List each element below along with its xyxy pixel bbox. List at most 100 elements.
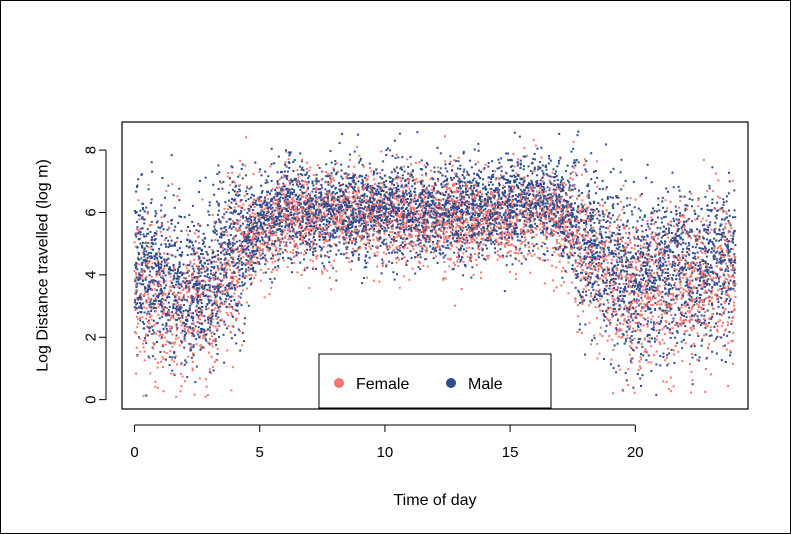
data-point-male: [401, 253, 404, 256]
data-point-female: [515, 247, 518, 250]
data-point-female: [394, 197, 397, 200]
data-point-male: [475, 203, 478, 206]
data-point-female: [421, 174, 424, 176]
data-point-male: [305, 208, 308, 211]
data-point-male: [462, 248, 465, 251]
data-point-male: [435, 220, 438, 223]
data-point-male: [626, 321, 629, 324]
data-point-male: [509, 254, 512, 257]
data-point-male: [433, 228, 436, 231]
data-point-male: [330, 161, 333, 164]
data-point-female: [606, 266, 609, 269]
data-point-male: [362, 219, 365, 222]
data-point-female: [719, 319, 722, 322]
data-point-male: [372, 210, 375, 213]
data-point-male: [733, 259, 736, 261]
data-point-male: [388, 176, 391, 179]
data-point-male: [716, 250, 719, 253]
data-point-male: [509, 159, 512, 162]
data-point-female: [393, 195, 396, 198]
data-point-male: [509, 223, 512, 226]
data-point-male: [174, 225, 177, 228]
data-point-female: [161, 356, 164, 359]
data-point-male: [388, 251, 391, 254]
data-point-male: [670, 284, 673, 287]
data-point-female: [596, 317, 598, 320]
data-point-female: [149, 316, 152, 319]
data-point-male: [187, 313, 190, 316]
data-point-male: [276, 195, 279, 198]
data-point-female: [650, 361, 653, 364]
data-point-female: [313, 213, 316, 216]
data-point-female: [351, 247, 354, 250]
data-point-female: [199, 280, 201, 283]
data-point-female: [331, 177, 334, 180]
data-point-male: [463, 234, 465, 236]
data-point-female: [624, 288, 627, 291]
data-point-female: [133, 331, 136, 333]
data-point-female: [368, 187, 371, 189]
data-point-male: [682, 268, 685, 271]
data-point-female: [682, 292, 685, 295]
data-point-male: [478, 215, 481, 218]
data-point-female: [724, 277, 727, 280]
data-point-female: [269, 193, 272, 196]
data-point-male: [453, 251, 456, 254]
data-point-male: [559, 190, 562, 193]
data-point-male: [551, 254, 554, 256]
data-point-male: [729, 354, 732, 357]
data-point-female: [535, 214, 538, 217]
data-point-male: [678, 261, 681, 264]
data-point-male: [492, 175, 495, 178]
data-point-female: [314, 199, 317, 202]
data-point-female: [158, 271, 161, 274]
data-point-male: [511, 231, 514, 234]
data-point-male: [568, 222, 571, 225]
data-point-female: [155, 274, 158, 277]
data-point-male: [612, 277, 615, 280]
data-point-male: [241, 177, 244, 180]
data-point-male: [641, 291, 644, 294]
data-point-female: [643, 337, 646, 340]
data-point-male: [652, 276, 655, 279]
data-point-male: [313, 225, 316, 227]
data-point-female: [337, 170, 340, 173]
data-point-female: [697, 256, 700, 258]
data-point-female: [307, 223, 309, 225]
data-point-male: [667, 190, 669, 193]
data-point-male: [720, 268, 723, 271]
data-point-male: [241, 263, 243, 266]
data-point-male: [134, 280, 137, 283]
data-point-female: [198, 284, 201, 287]
data-point-female: [592, 250, 594, 252]
data-point-female: [224, 265, 227, 268]
data-point-male: [167, 301, 170, 304]
data-point-female: [201, 198, 204, 201]
data-point-male: [386, 245, 389, 248]
data-point-female: [595, 231, 598, 234]
data-point-female: [413, 210, 416, 213]
data-point-male: [637, 235, 639, 238]
data-point-male: [292, 161, 295, 163]
data-point-male: [397, 188, 400, 191]
data-point-male: [257, 236, 260, 239]
data-point-female: [681, 254, 684, 256]
data-point-female: [644, 292, 647, 295]
data-point-male: [494, 189, 497, 191]
data-point-female: [195, 265, 198, 268]
data-point-male: [615, 371, 618, 374]
data-point-female: [725, 240, 727, 243]
data-point-male: [729, 259, 732, 262]
data-point-male: [513, 203, 516, 206]
data-point-male: [147, 334, 150, 337]
data-point-male: [700, 344, 703, 347]
data-point-male: [399, 167, 402, 170]
data-point-male: [234, 287, 237, 290]
data-point-female: [293, 215, 296, 218]
data-point-male: [238, 269, 241, 272]
data-point-male: [435, 216, 438, 219]
data-point-female: [381, 265, 384, 267]
data-point-male: [376, 201, 379, 204]
data-point-male: [314, 247, 317, 250]
data-point-male: [276, 171, 279, 174]
